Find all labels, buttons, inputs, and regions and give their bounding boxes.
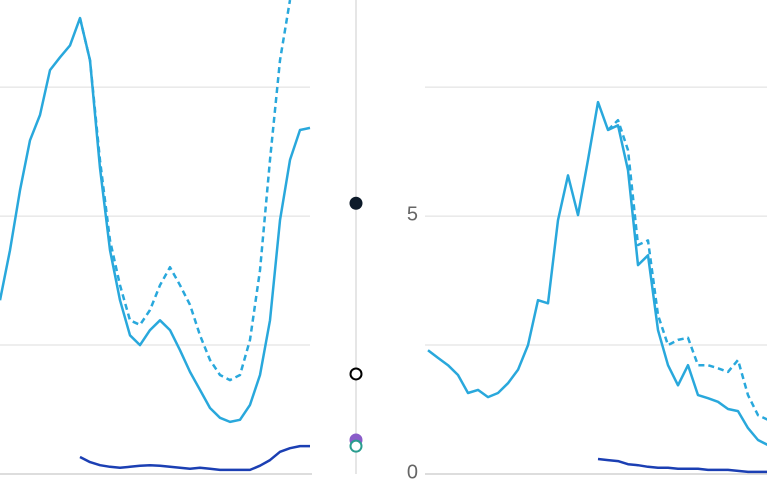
line-series [607, 118, 767, 421]
dot [349, 367, 363, 381]
line-series [0, 16, 311, 424]
y-tick-label: 0 [407, 461, 418, 480]
line-series [79, 444, 310, 472]
dot [349, 196, 363, 210]
line-series [427, 100, 767, 446]
line-series [78, 0, 292, 382]
line-series [597, 457, 767, 474]
y-tick-label: 5 [407, 203, 418, 225]
dot [349, 439, 363, 453]
